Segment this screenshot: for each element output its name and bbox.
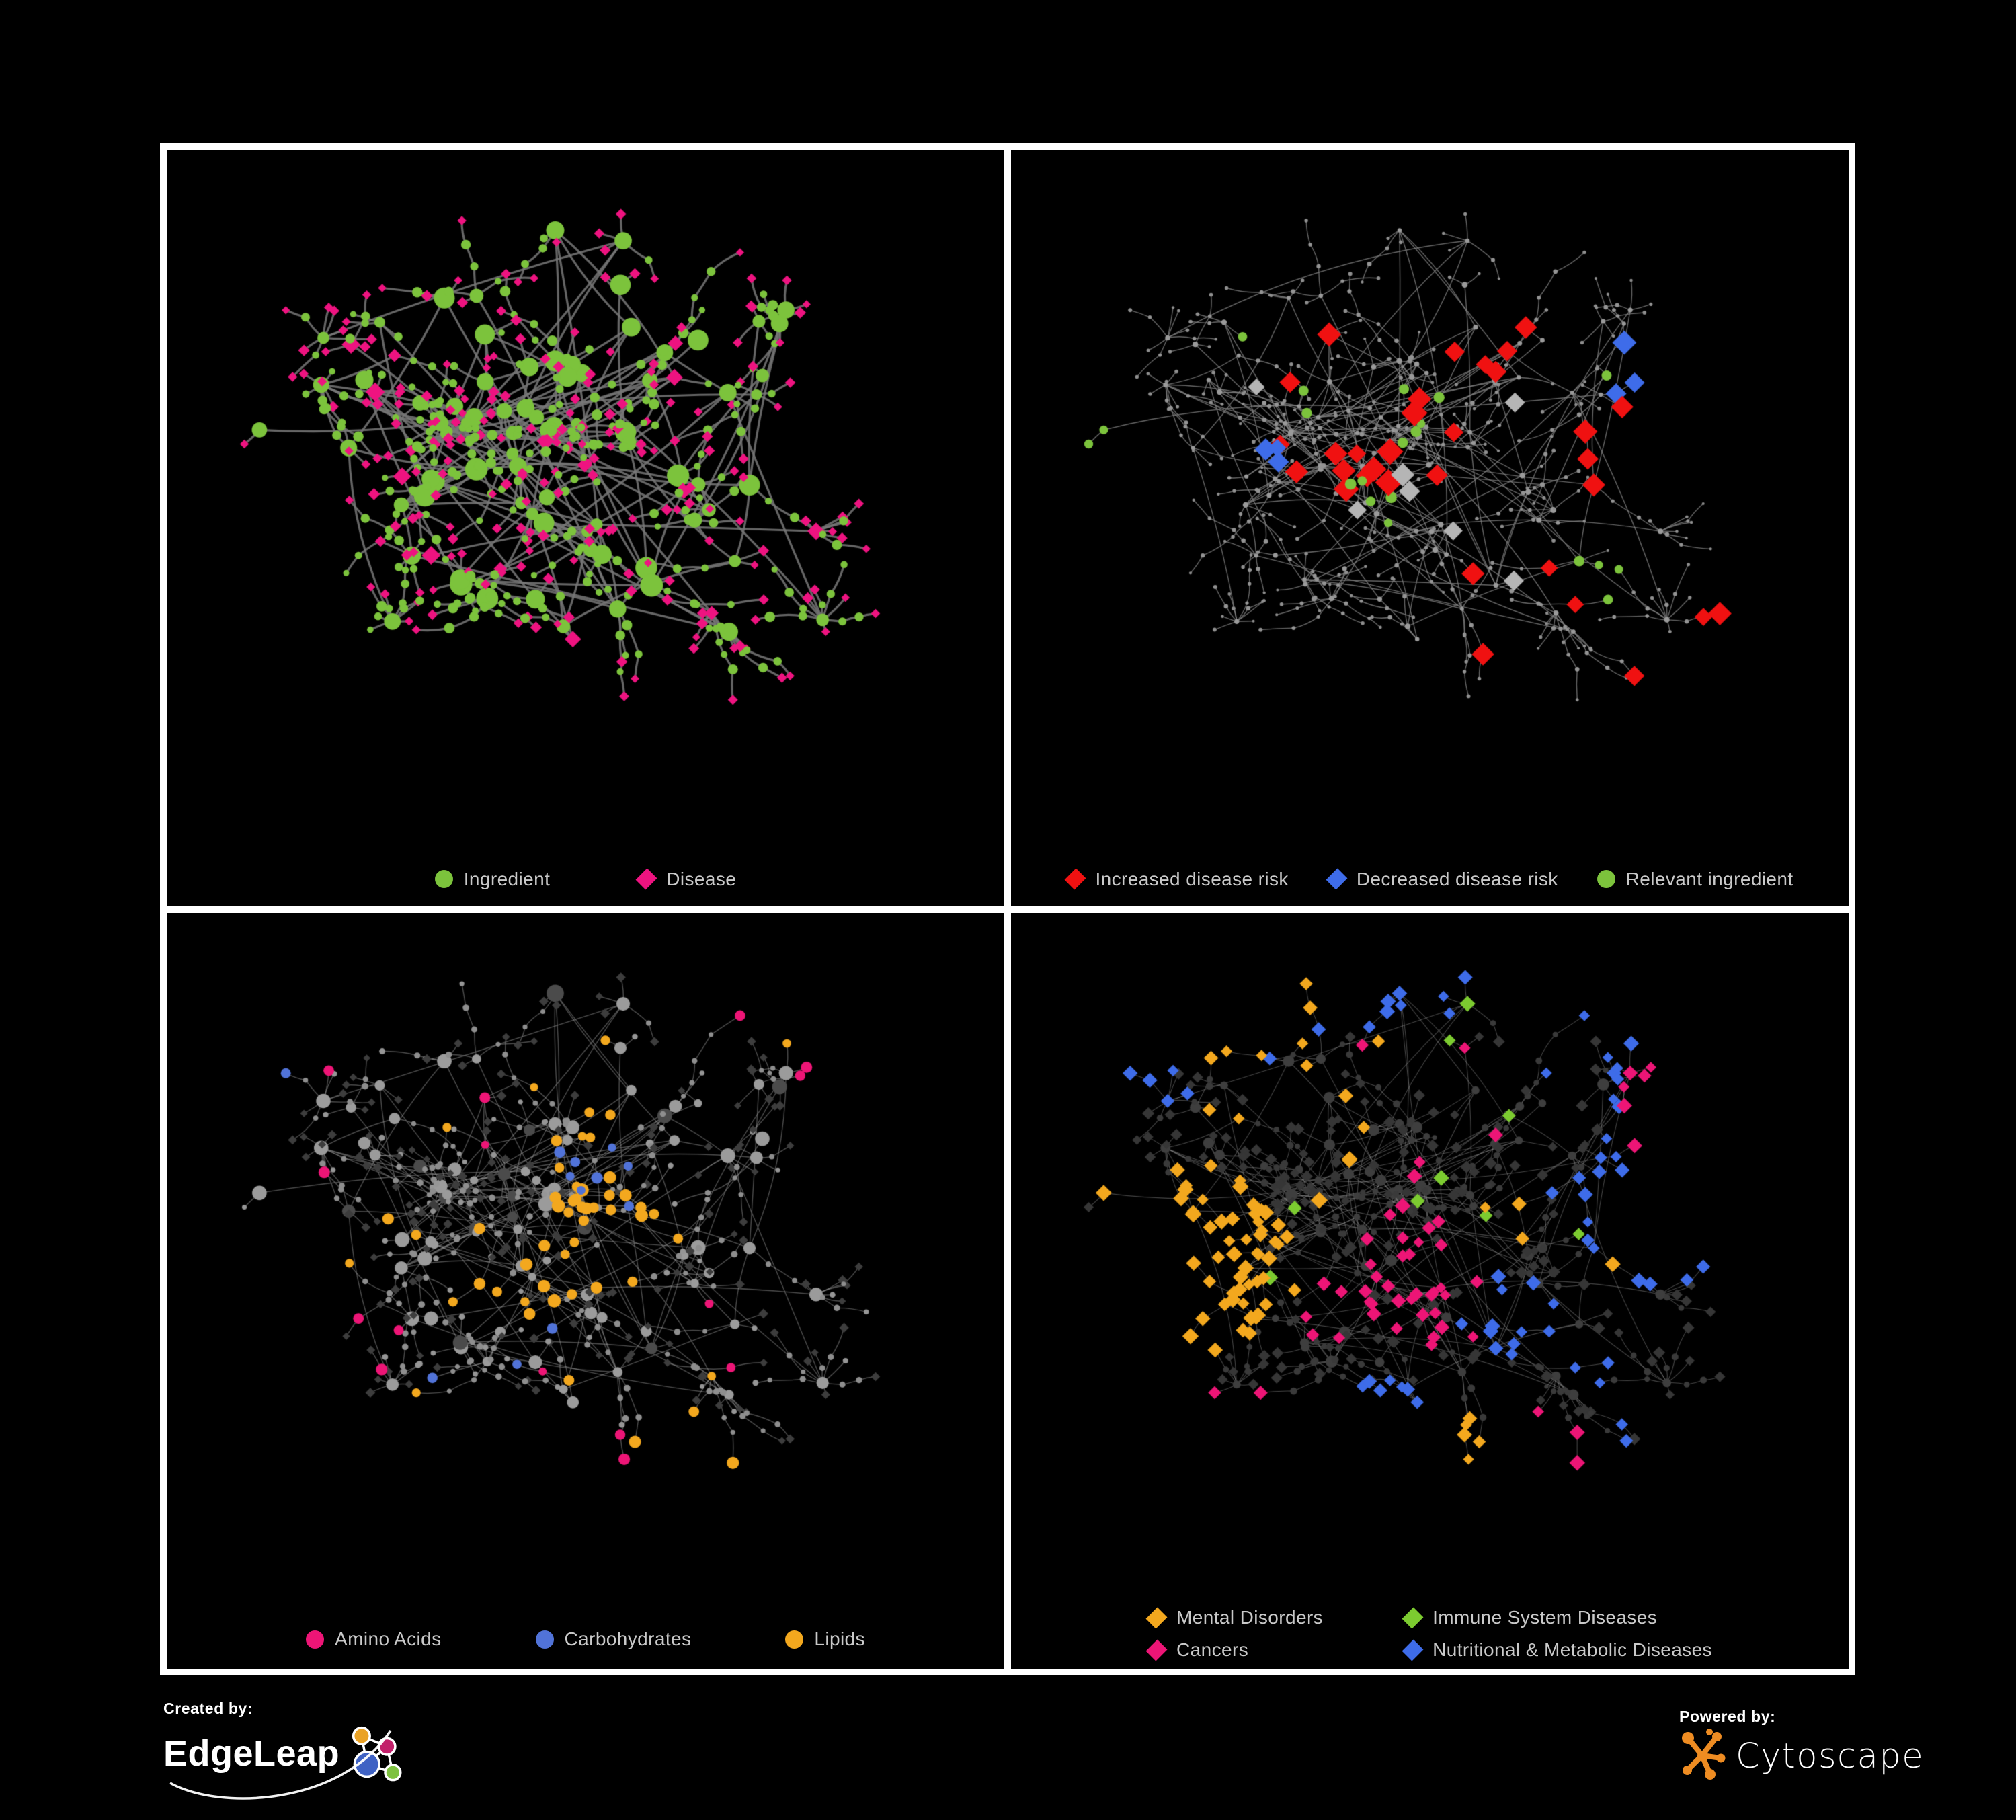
panel-ingredient-disease: Ingredient Disease xyxy=(167,150,1004,906)
panel-legend: Amino Acids Carbohydrates Lipids xyxy=(167,1628,1004,1650)
cytoscape-logo: Powered by: xyxy=(1679,1708,1962,1809)
legend-diamond-icon xyxy=(1145,1639,1168,1661)
edgeleap-swoosh-icon xyxy=(169,1730,392,1800)
panel-legend: Mental Disorders Immune System Diseases Ca… xyxy=(1011,1607,1849,1661)
legend-item-immune-system-diseases: Immune System Diseases xyxy=(1402,1607,1712,1628)
panel-disease-risk: Increased disease risk Decreased disease … xyxy=(1011,150,1849,906)
panel-disease-categories: Mental Disorders Immune System Diseases Ca… xyxy=(1011,912,1849,1669)
cytoscape-network-icon xyxy=(1682,1729,1726,1780)
edgeleap-network-icon xyxy=(352,1726,402,1782)
legend-label: Nutritional & Metabolic Diseases xyxy=(1433,1639,1712,1660)
legend-label: Amino Acids xyxy=(335,1628,442,1649)
legend-circle-icon xyxy=(535,1630,554,1649)
legend-item-amino-acids: Amino Acids xyxy=(306,1628,441,1650)
legend-diamond-icon xyxy=(1326,868,1348,890)
legend-label: Ingredient xyxy=(463,868,551,889)
footer: Created by: EdgeLeap Powered by: xyxy=(0,1682,2016,1820)
legend-item-decreased-disease-risk: Decreased disease risk xyxy=(1326,868,1558,890)
network-canvas-nutrient-classes xyxy=(167,912,1004,1669)
legend-circle-icon xyxy=(434,870,453,888)
legend-diamond-icon xyxy=(1064,868,1086,890)
panel-nutrient-classes: Amino Acids Carbohydrates Lipids xyxy=(167,912,1004,1669)
legend-item-increased-disease-risk: Increased disease risk xyxy=(1064,868,1289,890)
legend-diamond-icon xyxy=(1402,1639,1424,1661)
network-figure: Ingredient Disease Increased disease risk… xyxy=(160,143,1855,1675)
legend-diamond-icon xyxy=(1402,1607,1424,1628)
panel-legend: Increased disease risk Decreased disease … xyxy=(1011,869,1849,890)
legend-item-ingredient: Ingredient xyxy=(434,868,551,890)
legend-item-relevant-ingredient: Relevant ingredient xyxy=(1597,869,1793,890)
legend-label: Mental Disorders xyxy=(1176,1607,1324,1628)
legend-label: Decreased disease risk xyxy=(1356,868,1558,889)
panel-legend: Ingredient Disease xyxy=(167,869,1004,890)
network-canvas-disease-risk xyxy=(1011,150,1849,906)
legend-circle-icon xyxy=(306,1630,325,1649)
created-by-label: Created by: xyxy=(163,1700,253,1717)
legend-circle-icon xyxy=(785,1630,804,1649)
edgeleap-wordmark: EdgeLeap xyxy=(163,1733,340,1774)
legend-diamond-icon xyxy=(635,868,657,890)
legend-label: Immune System Diseases xyxy=(1433,1607,1658,1628)
legend-label: Increased disease risk xyxy=(1095,868,1289,889)
legend-item-nutritional-metabolic-diseases: Nutritional & Metabolic Diseases xyxy=(1402,1639,1712,1661)
legend-item-cancers: Cancers xyxy=(1145,1639,1323,1661)
legend-item-carbohydrates: Carbohydrates xyxy=(535,1628,692,1650)
network-canvas-disease-categories xyxy=(1011,912,1849,1669)
legend-item-mental-disorders: Mental Disorders xyxy=(1145,1607,1324,1628)
edgeleap-logo: Created by: EdgeLeap xyxy=(163,1700,419,1814)
cytoscape-wordmark: Cytoscape xyxy=(1736,1736,1925,1776)
legend-diamond-icon xyxy=(1145,1607,1168,1628)
legend-label: Carbohydrates xyxy=(564,1628,692,1649)
legend-label: Lipids xyxy=(814,1628,865,1649)
legend-label: Disease xyxy=(666,868,737,889)
legend-circle-icon xyxy=(1597,870,1615,888)
network-canvas-ingredient-disease xyxy=(167,150,1004,906)
legend-item-lipids: Lipids xyxy=(785,1628,865,1650)
legend-item-disease: Disease xyxy=(635,868,737,890)
legend-label: Cancers xyxy=(1176,1639,1249,1660)
legend-label: Relevant ingredient xyxy=(1625,868,1793,889)
powered-by-label: Powered by: xyxy=(1679,1708,1776,1725)
